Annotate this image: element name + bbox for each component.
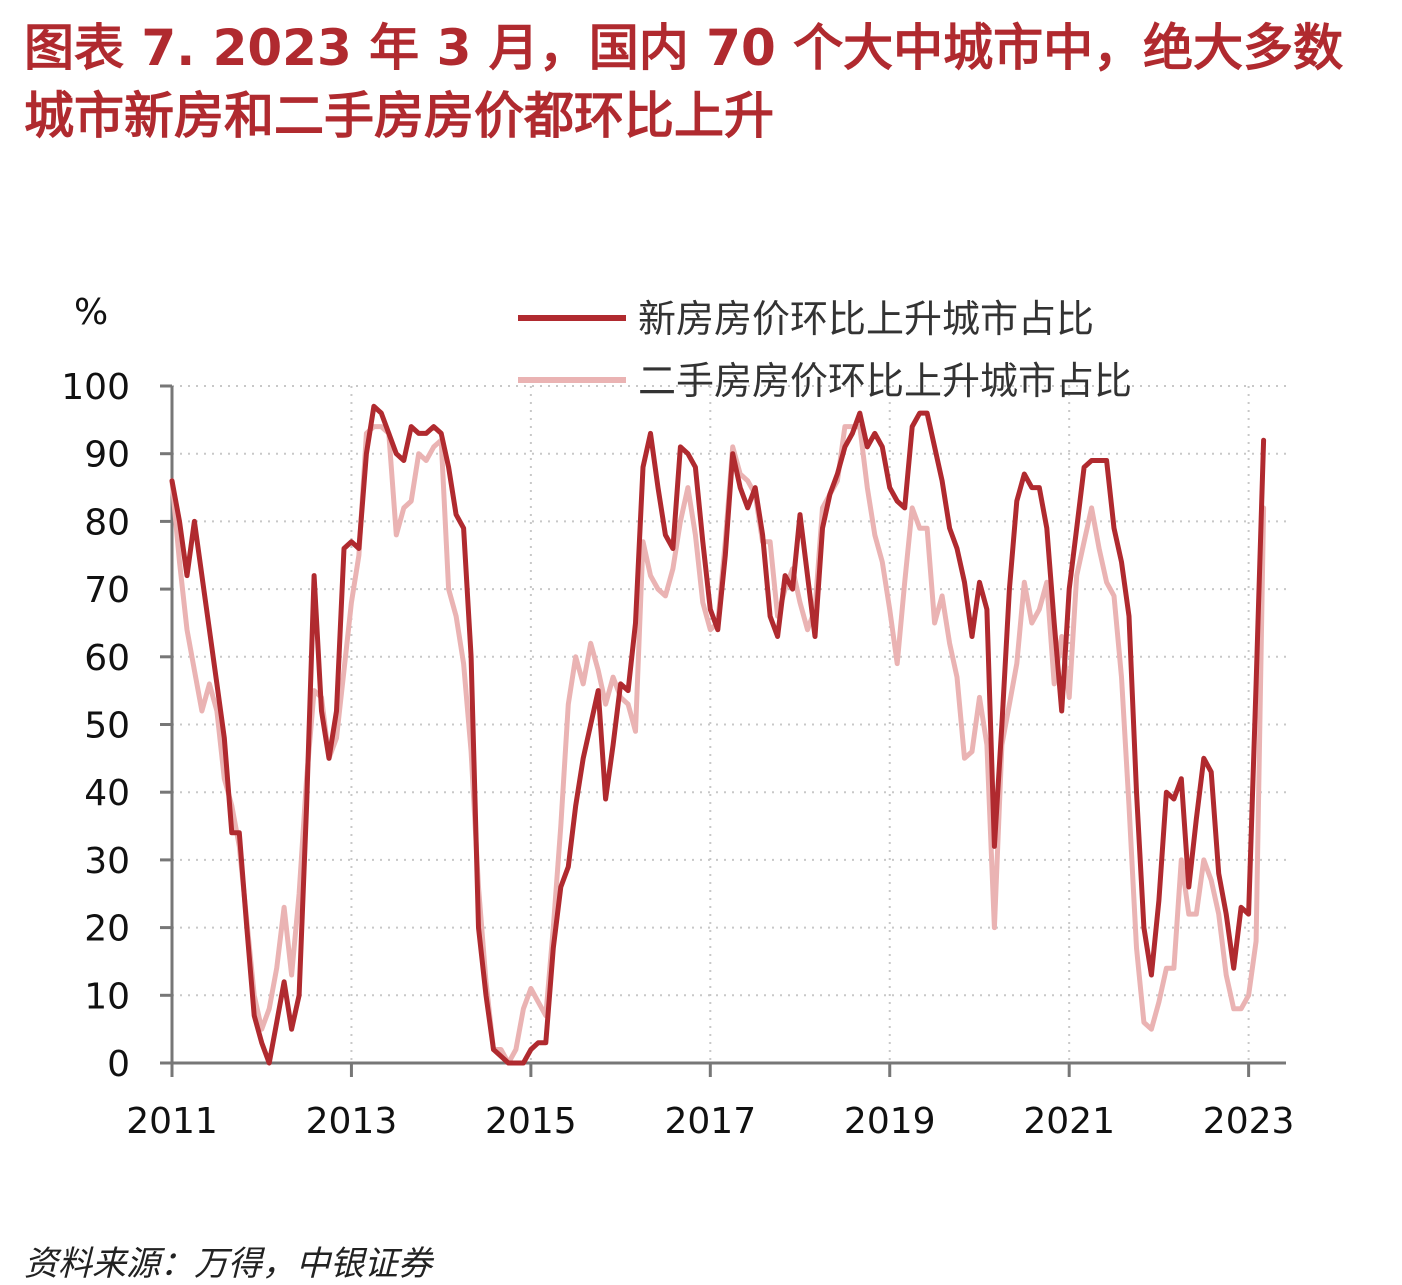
legend-label-2: 二手房房价环比上升城市占比	[638, 359, 1132, 403]
y-tick-label: 10	[84, 976, 130, 1017]
y-tick-label: 30	[84, 841, 130, 882]
axes	[160, 384, 1286, 1077]
series-line-1	[169, 403, 1267, 1066]
series-lines	[169, 403, 1267, 1066]
y-tick-label: 40	[84, 773, 130, 814]
x-tick-label: 2017	[664, 1101, 756, 1142]
grid-lines	[172, 385, 1286, 1063]
y-tick-label: 80	[84, 502, 130, 543]
y-tick-label: 50	[84, 706, 130, 747]
y-tick-label: 100	[61, 367, 130, 408]
y-tick-label: 0	[107, 1044, 130, 1085]
source-note: 资料来源：万得，中银证券	[24, 1244, 432, 1284]
y-tick-label: 60	[84, 638, 130, 679]
x-tick-label: 2015	[485, 1101, 577, 1142]
x-tick-label: 2019	[844, 1101, 936, 1142]
x-tick-label: 2011	[126, 1101, 218, 1142]
x-tick-label: 2013	[306, 1101, 398, 1142]
tick-labels: 0 10 20 30 40 50 60 70 80 90 100 2011 2013 2015 2017 20…	[61, 367, 1294, 1142]
line-chart: 0 10 20 30 40 50 60 70 80 90 100 2011 2013 2015 2017 20…	[61, 292, 1294, 1142]
y-tick-label: 90	[84, 435, 130, 476]
y-unit-label: %	[74, 292, 108, 333]
y-tick-label: 70	[84, 570, 130, 611]
x-tick-label: 2021	[1023, 1101, 1115, 1142]
legend-label-1: 新房房价环比上升城市占比	[638, 297, 1094, 341]
x-tick-label: 2023	[1203, 1101, 1295, 1142]
chart-title: 图表 7. 2023 年 3 月，国内 70 个大中城市中，绝大多数城市新房和二…	[24, 19, 1344, 145]
y-tick-label: 20	[84, 909, 130, 950]
